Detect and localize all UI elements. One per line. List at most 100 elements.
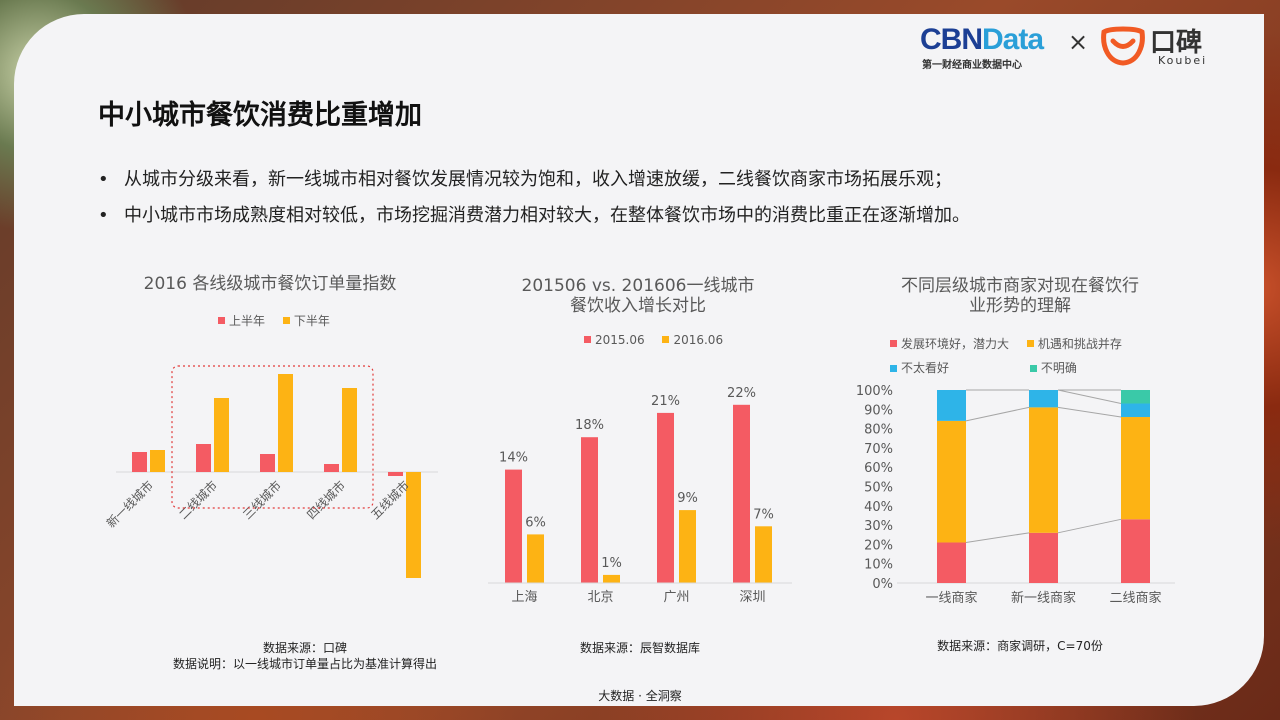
legend-label: 不太看好 bbox=[901, 361, 950, 375]
legend-label: 机遇和挑战并存 bbox=[1037, 336, 1122, 351]
chart1-title: 2016 各线级城市餐饮订单量指数 bbox=[143, 274, 397, 294]
chart3-y-tick: 20% bbox=[864, 538, 893, 553]
chart2-category-label: 上海 bbox=[511, 590, 537, 605]
title-line: 201506 vs. 201606一线城市 bbox=[521, 276, 755, 296]
chart1-bar bbox=[388, 472, 403, 476]
chart1-bar bbox=[196, 444, 211, 472]
chart2-data-label: 21% bbox=[651, 394, 680, 409]
legend-label: 2015.06 bbox=[595, 332, 645, 347]
chart1-category-label: 四线城市 bbox=[304, 478, 349, 523]
chart1-category-label: 新一线城市 bbox=[103, 478, 156, 531]
chart3-bar-segment bbox=[1121, 417, 1150, 520]
chart2-category-label: 北京 bbox=[587, 590, 613, 605]
chart2-category-label: 广州 bbox=[663, 590, 689, 605]
chart1-category-label: 五线城市 bbox=[368, 478, 413, 523]
chart1-highlight-box bbox=[171, 365, 374, 509]
legend-swatch bbox=[890, 340, 897, 347]
legend-swatch bbox=[584, 336, 591, 343]
chart1-note: 数据来源：口碑 数据说明：以一线城市订单量占比为基准计算得出 bbox=[100, 640, 510, 672]
legend-label: 下半年 bbox=[293, 314, 330, 328]
title-line: 业形势的理解 bbox=[969, 296, 1071, 316]
bullet-text: 中小城市市场成熟度相对较低，市场挖掘消费潜力相对较大，在整体餐饮市场中的消费比重… bbox=[124, 205, 970, 226]
chart3-connector-line bbox=[1057, 406, 1122, 418]
chart3-bar-segment bbox=[1121, 403, 1150, 418]
chart2-bar bbox=[755, 526, 772, 583]
slide-card bbox=[14, 14, 1264, 706]
koubei-name: 口碑 bbox=[1150, 28, 1203, 58]
chart3-y-tick: 100% bbox=[856, 384, 893, 399]
chart1-bar bbox=[150, 450, 165, 472]
bullet-item: • 从城市分级来看，新一线城市相对餐饮发展情况较为饱和，收入增速放缓，二线餐饮商家… bbox=[98, 164, 970, 200]
chart3-connector-line bbox=[965, 532, 1030, 543]
bullet-dot: • bbox=[98, 169, 109, 190]
chart3-bar-segment bbox=[937, 542, 966, 583]
chart3-bar-segment bbox=[1029, 390, 1058, 408]
footer-tagline: 大数据 · 全洞察 bbox=[598, 689, 682, 703]
bullet-item: • 中小城市市场成熟度相对较低，市场挖掘消费潜力相对较大，在整体餐饮市场中的消费比… bbox=[98, 200, 970, 236]
legend-item: 上半年 bbox=[218, 312, 265, 329]
bullet-dot: • bbox=[98, 205, 109, 226]
chart1-bar bbox=[406, 472, 421, 578]
legend-item: 2015.06 bbox=[584, 333, 645, 347]
chart3-svg: 0% 10% 20% 30% 40% 50% 60% 70% 80% 90% 100% 一线商家 新一线… bbox=[856, 384, 1175, 606]
chart2-svg: 14% 6% 上海 18% 1% 北京 21% 9% 广州 22% 7% 深圳 bbox=[488, 386, 792, 605]
legend-swatch bbox=[890, 364, 897, 372]
chart3-y-tick: 0% bbox=[872, 577, 893, 592]
chart1-bar bbox=[342, 388, 357, 472]
note-line: 数据来源：口碑 bbox=[262, 641, 347, 655]
chart3-y-tick: 50% bbox=[864, 481, 893, 496]
chart3-bar-segment bbox=[1029, 532, 1058, 583]
koubei-sub: Koubei bbox=[1158, 54, 1208, 67]
chart3-bar-segment bbox=[1121, 390, 1150, 404]
chart3-y-tick: 10% bbox=[864, 558, 893, 573]
chart3-connector-line bbox=[1057, 518, 1122, 534]
note-line: 数据来源：辰智数据库 bbox=[579, 641, 700, 655]
chart2-data-label: 7% bbox=[753, 507, 774, 522]
chart1-bar bbox=[260, 454, 275, 472]
chart1-bar bbox=[324, 464, 339, 472]
chart3-category-label: 二线商家 bbox=[1109, 590, 1161, 606]
chart2-legend: 2015.06 2016.06 bbox=[584, 332, 737, 347]
chart3-bar-segment bbox=[1029, 407, 1058, 533]
chart2-note: 数据来源：辰智数据库 bbox=[480, 640, 800, 656]
legend-swatch bbox=[218, 317, 225, 324]
legend-label: 不明确 bbox=[1040, 361, 1077, 375]
chart1-category-label: 三线城市 bbox=[240, 478, 285, 523]
chart3-title: 不同层级城市商家对现在餐饮行 业形势的理解 bbox=[870, 276, 1170, 316]
title-line: 餐饮收入增长对比 bbox=[570, 296, 706, 316]
title-line: 不同层级城市商家对现在餐饮行 bbox=[901, 276, 1139, 296]
chart3-y-tick: 60% bbox=[864, 461, 893, 476]
legend-item: 不太看好 bbox=[890, 356, 1012, 380]
koubei-logo-icon bbox=[1101, 26, 1145, 66]
bullet-text: 从城市分级来看，新一线城市相对餐饮发展情况较为饱和，收入增速放缓，二线餐饮商家市… bbox=[124, 169, 952, 190]
legend-swatch bbox=[282, 317, 290, 324]
chart3-y-tick: 90% bbox=[864, 403, 893, 418]
legend-label: 上半年 bbox=[229, 314, 266, 328]
chart1-bar bbox=[132, 452, 147, 472]
page-title: 中小城市餐饮消费比重增加 bbox=[98, 100, 422, 131]
chart2-bar bbox=[679, 510, 696, 583]
chart2-data-label: 1% bbox=[601, 556, 622, 571]
chart2-data-label: 6% bbox=[525, 515, 546, 530]
chart2-data-label: 22% bbox=[727, 386, 756, 401]
note-line: 数据来源：商家调研，C=70份 bbox=[937, 639, 1103, 653]
legend-item: 不明确 bbox=[1029, 356, 1077, 380]
chart3-connector-line bbox=[1057, 389, 1122, 404]
chart3-y-tick: 30% bbox=[864, 519, 893, 534]
note-line: 数据说明：以一线城市订单量占比为基准计算得出 bbox=[172, 657, 437, 671]
chart3-category-label: 新一线商家 bbox=[1011, 590, 1076, 606]
chart2-data-label: 9% bbox=[677, 491, 698, 506]
legend-item: 发展环境好，潜力大 bbox=[890, 332, 1009, 356]
chart3-connector-line bbox=[965, 406, 1030, 422]
chart3-bar-segment bbox=[1121, 519, 1150, 583]
chart2-bar bbox=[733, 404, 750, 583]
chart2-title: 201506 vs. 201606一线城市 餐饮收入增长对比 bbox=[488, 276, 788, 316]
bullet-list: • 从城市分级来看，新一线城市相对餐饮发展情况较为饱和，收入增速放缓，二线餐饮商家… bbox=[98, 164, 970, 236]
chart3-y-tick: 80% bbox=[864, 423, 893, 438]
chart3-bar-segment bbox=[937, 390, 966, 421]
legend-item: 下半年 bbox=[282, 312, 330, 329]
chart3-category-label: 一线商家 bbox=[925, 590, 977, 606]
chart3-bar-segment bbox=[937, 420, 966, 543]
cbn-text: CBN bbox=[920, 23, 983, 56]
chart2-data-label: 14% bbox=[499, 451, 528, 466]
